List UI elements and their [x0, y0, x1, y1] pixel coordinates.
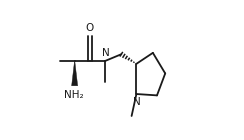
Text: O: O	[86, 23, 94, 33]
Polygon shape	[72, 61, 78, 86]
Text: NH₂: NH₂	[64, 90, 84, 100]
Text: N: N	[133, 97, 141, 107]
Text: N: N	[102, 48, 109, 58]
